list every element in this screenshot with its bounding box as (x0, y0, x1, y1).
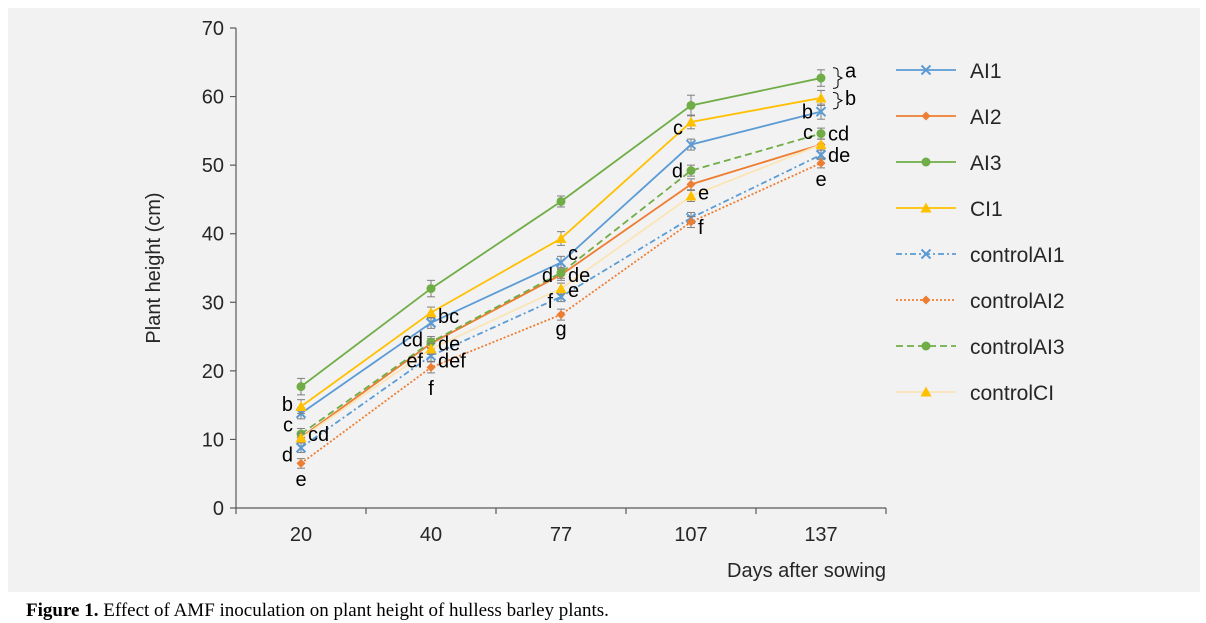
significance-label: b (802, 102, 813, 124)
significance-label: e (295, 469, 306, 491)
data-point-controlCI (685, 190, 697, 201)
significance-label: c (803, 122, 813, 144)
significance-label: bc (438, 306, 459, 328)
data-point-controlCI (425, 343, 437, 354)
significance-label: cd (308, 424, 329, 446)
data-point-CI1 (815, 92, 827, 103)
x-axis-title: Days after sowing (727, 560, 886, 582)
data-point-AI3 (556, 196, 566, 206)
data-point-controlCI (815, 139, 827, 150)
data-point-controlAI1 (295, 442, 307, 453)
significance-label: e (698, 183, 709, 205)
data-point-AI3 (816, 73, 826, 83)
data-point-controlAI3 (556, 268, 566, 278)
data-point-controlAI2 (426, 362, 436, 372)
chart-panel: 0 10 20 30 40 50 60 70 20 40 77 107 137 Days after so… (8, 8, 1200, 592)
significance-label: d (672, 161, 683, 183)
data-point-controlAI2 (296, 458, 306, 468)
figure-caption-label: Figure 1. (26, 600, 99, 621)
data-point-CI1 (295, 401, 307, 412)
significance-brace (832, 67, 844, 89)
significance-label: c (568, 243, 578, 265)
data-point-CI1 (685, 116, 697, 127)
data-point-AI3 (426, 284, 436, 294)
legend-label-controlAI1: controlAI1 (970, 244, 1065, 267)
y-tick-label: 20 (202, 361, 224, 383)
significance-label: a (845, 61, 857, 83)
legend-label-controlCI: controlCI (970, 382, 1054, 405)
data-point-AI2 (686, 179, 696, 189)
data-point-controlAI3 (816, 129, 826, 139)
x-tick-label: 40 (420, 524, 442, 546)
x-tick-label: 77 (550, 524, 572, 546)
significance-label: cd (402, 329, 423, 351)
significance-label: d (282, 445, 293, 467)
significance-label: e (815, 169, 826, 191)
data-point-AI1 (815, 106, 827, 117)
significance-brace (832, 91, 844, 110)
legend-marker-controlAI3 (921, 341, 931, 351)
legend-marker-AI1 (920, 64, 932, 76)
data-point-controlAI2 (686, 217, 696, 227)
significance-label: de (568, 265, 590, 287)
legend-label-controlAI2: controlAI2 (970, 290, 1065, 313)
data-point-controlAI2 (816, 158, 826, 168)
y-tick-label: 0 (213, 498, 224, 520)
data-point-AI1 (425, 317, 437, 329)
significance-label: c (673, 117, 683, 139)
legend-marker-controlAI1 (920, 248, 932, 260)
significance-label: d (542, 265, 553, 287)
legend-label-AI3: AI3 (970, 152, 1002, 175)
y-tick-label: 60 (202, 87, 224, 109)
series-line-CI1 (300, 97, 822, 408)
x-tick-label: 137 (804, 524, 837, 546)
y-tick-label: 70 (202, 18, 224, 40)
legend-marker-AI3 (921, 157, 931, 167)
legend-label-controlAI3: controlAI3 (970, 336, 1065, 359)
y-axis-title: Plant height (cm) (143, 192, 165, 343)
significance-label: ef (406, 351, 423, 373)
y-tick-label: 30 (202, 292, 224, 314)
significance-label: de (438, 333, 460, 355)
data-point-CI1 (555, 233, 567, 244)
data-point-controlCI (295, 432, 307, 443)
legend-label-CI1: CI1 (970, 198, 1003, 221)
plant-height-line-chart: 0 10 20 30 40 50 60 70 20 40 77 107 137 Days after so… (143, 18, 1065, 582)
y-tick-label: 10 (202, 429, 224, 451)
significance-label: f (547, 291, 553, 313)
significance-label: b (282, 394, 293, 416)
data-point-AI1 (685, 139, 697, 150)
significance-label: f (698, 217, 704, 239)
legend-label-AI1: AI1 (970, 60, 1002, 83)
legend-label-AI2: AI2 (970, 106, 1002, 129)
data-point-controlAI3 (686, 166, 696, 176)
data-point-AI3 (686, 100, 696, 110)
x-tick-label: 107 (674, 524, 707, 546)
y-tick-label: 40 (202, 224, 224, 246)
legend-marker-CI1 (920, 202, 932, 213)
significance-label: g (555, 318, 566, 340)
significance-label: def (438, 351, 466, 373)
data-point-controlAI2 (556, 310, 566, 320)
legend-marker-controlAI2 (921, 295, 931, 305)
significance-label: cd (828, 124, 849, 146)
significance-label: de (828, 145, 850, 167)
significance-label: e (568, 280, 579, 302)
data-point-controlAI3 (426, 337, 436, 347)
significance-label: f (428, 378, 434, 400)
data-point-CI1 (425, 307, 437, 318)
significance-label: b (845, 88, 856, 110)
figure-caption: Figure 1. Effect of AMF inoculation on p… (26, 600, 1196, 622)
significance-label: c (283, 414, 293, 436)
x-tick-label: 20 (290, 524, 312, 546)
data-point-AI3 (296, 382, 306, 392)
y-tick-label: 50 (202, 155, 224, 177)
legend-marker-AI2 (921, 111, 931, 121)
legend-marker-controlCI (920, 386, 932, 397)
figure-caption-text: Effect of AMF inoculation on plant heigh… (98, 600, 609, 621)
data-point-AI1 (555, 257, 567, 268)
data-point-controlCI (555, 283, 567, 294)
